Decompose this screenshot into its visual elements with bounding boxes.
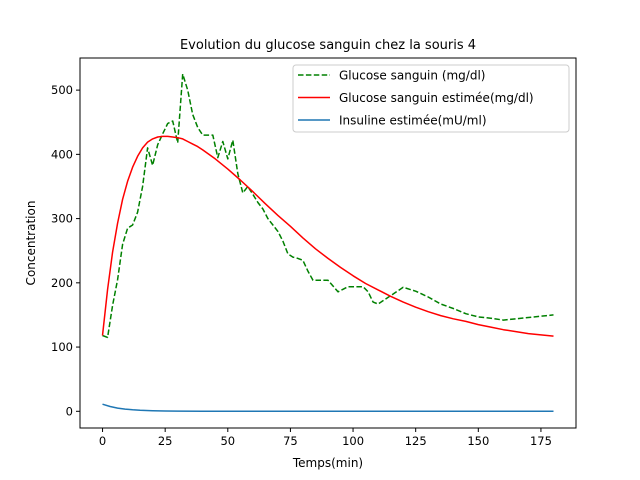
y-tick-label: 500 xyxy=(51,83,73,97)
legend: Glucose sanguin (mg/dl) Glucose sanguin e… xyxy=(292,64,570,133)
insulin-estimated-line xyxy=(102,403,554,413)
x-tick-label: 0 xyxy=(99,434,106,448)
y-tick-label: 0 xyxy=(66,404,73,418)
y-axis-label: Concentration xyxy=(24,201,38,286)
chart-title: Evolution du glucose sanguin chez la sou… xyxy=(180,38,476,53)
y-tick-label: 200 xyxy=(51,276,73,290)
glucose-estimated-line xyxy=(101,135,554,337)
glucose-measured-line xyxy=(102,73,554,339)
legend-entry-insulin-estimated: Insuline estimée(mU/ml) xyxy=(298,114,487,128)
y-tick-label: 400 xyxy=(51,147,73,161)
x-axis-ticks: 0 25 50 75 100 125 150 175 xyxy=(99,428,552,448)
y-tick-label: 300 xyxy=(51,212,73,226)
axes-frame xyxy=(79,57,577,429)
plot-area xyxy=(101,73,554,413)
legend-box xyxy=(292,64,570,133)
y-tick-label: 100 xyxy=(51,340,73,354)
y-axis-ticks: 0 100 200 300 400 500 xyxy=(51,83,80,418)
x-tick-label: 150 xyxy=(467,434,489,448)
x-tick-label: 175 xyxy=(530,434,552,448)
legend-entry-glucose-estimated: Glucose sanguin estimée(mg/dl) xyxy=(298,91,534,105)
x-axis-label: Temps(min) xyxy=(292,456,363,470)
legend-label: Glucose sanguin estimée(mg/dl) xyxy=(339,91,534,105)
x-tick-label: 25 xyxy=(158,434,173,448)
x-tick-label: 100 xyxy=(342,434,364,448)
legend-label: Glucose sanguin (mg/dl) xyxy=(339,69,485,83)
x-tick-label: 125 xyxy=(405,434,427,448)
x-tick-label: 75 xyxy=(283,434,298,448)
x-tick-label: 50 xyxy=(220,434,235,448)
legend-entry-glucose-measured: Glucose sanguin (mg/dl) xyxy=(298,69,485,83)
legend-label: Insuline estimée(mU/ml) xyxy=(339,114,487,128)
